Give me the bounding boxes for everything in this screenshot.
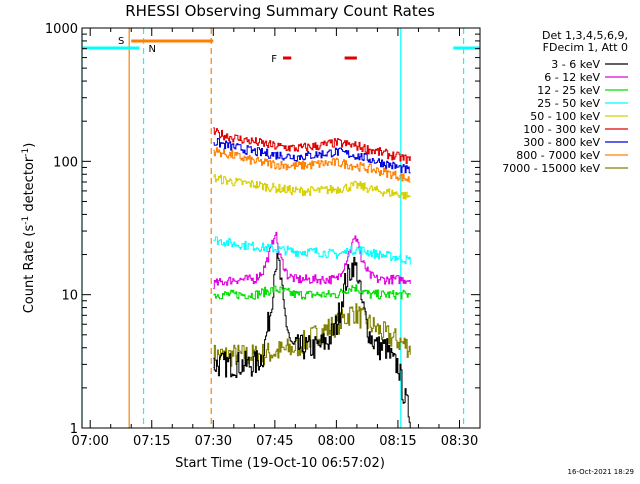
series-line-3 <box>213 236 411 265</box>
y-axis-label-main: Count Rate (s <box>22 225 37 314</box>
legend-label-7: 800 - 7000 keV <box>516 149 600 162</box>
night-label: N <box>149 44 156 55</box>
legend-label-4: 50 - 100 keV <box>530 110 600 123</box>
y-tick-label-1: 10 <box>61 289 78 304</box>
y-tick-label-0: 1 <box>70 422 78 437</box>
y-axis-label-end: ) <box>22 143 37 148</box>
legend-label-1: 6 - 12 keV <box>544 71 600 84</box>
legend: Det 1,3,4,5,6,9, FDecim 1, Att 0 3 - 6 k… <box>502 29 628 175</box>
y-tick-label-2: 100 <box>53 155 78 170</box>
y-tick-label-3: 1000 <box>45 22 78 37</box>
series-line-2 <box>213 284 411 300</box>
series-line-5 <box>213 127 411 164</box>
series-line-8 <box>213 303 411 368</box>
chart-title: RHESSI Observing Summary Count Rates <box>125 2 435 20</box>
series-line-1 <box>213 231 411 290</box>
legend-header-1: Det 1,3,4,5,6,9, <box>542 29 628 42</box>
legend-label-6: 300 - 800 keV <box>523 136 600 149</box>
series-line-7 <box>213 147 411 183</box>
series-line-4 <box>213 174 411 200</box>
observing-markers: S N F <box>81 28 480 428</box>
x-tick-label-0: 07:00 <box>71 434 108 449</box>
x-tick-label-3: 07:45 <box>256 434 293 449</box>
legend-label-2: 12 - 25 keV <box>537 84 600 97</box>
plot-frame <box>81 27 481 429</box>
legend-label-3: 25 - 50 keV <box>537 97 600 110</box>
y-axis-label: Count Rate (s-1 detector-1) <box>21 143 37 314</box>
x-tick-label-1: 07:15 <box>133 434 170 449</box>
legend-label-5: 100 - 300 keV <box>523 123 600 136</box>
x-tick-label-6: 08:30 <box>441 434 478 449</box>
series-line-6 <box>213 138 411 174</box>
series-layer <box>213 127 411 428</box>
x-tick-label-5: 08:15 <box>379 434 416 449</box>
y-axis-label-sup1: -1 <box>21 216 31 225</box>
axis-ticks: 07:00 07:15 07:30 07:45 08:00 08:15 08:30 1 10 10… <box>45 22 480 449</box>
saa-label: S <box>118 36 124 47</box>
legend-label-8: 7000 - 15000 keV <box>502 162 600 175</box>
x-axis-label: Start Time (19-Oct-10 06:57:02) <box>175 456 385 471</box>
y-axis-label-mid: detector <box>22 156 37 216</box>
flare-label: F <box>271 54 277 65</box>
generation-timestamp: 16-Oct-2021 18:29 <box>568 468 634 476</box>
x-tick-label-4: 08:00 <box>318 434 355 449</box>
x-tick-label-2: 07:30 <box>195 434 232 449</box>
series-line-0 <box>213 252 411 428</box>
legend-label-0: 3 - 6 keV <box>551 58 600 71</box>
y-axis-label-sup2: -1 <box>21 148 31 157</box>
legend-header-2: FDecim 1, Att 0 <box>543 41 628 54</box>
